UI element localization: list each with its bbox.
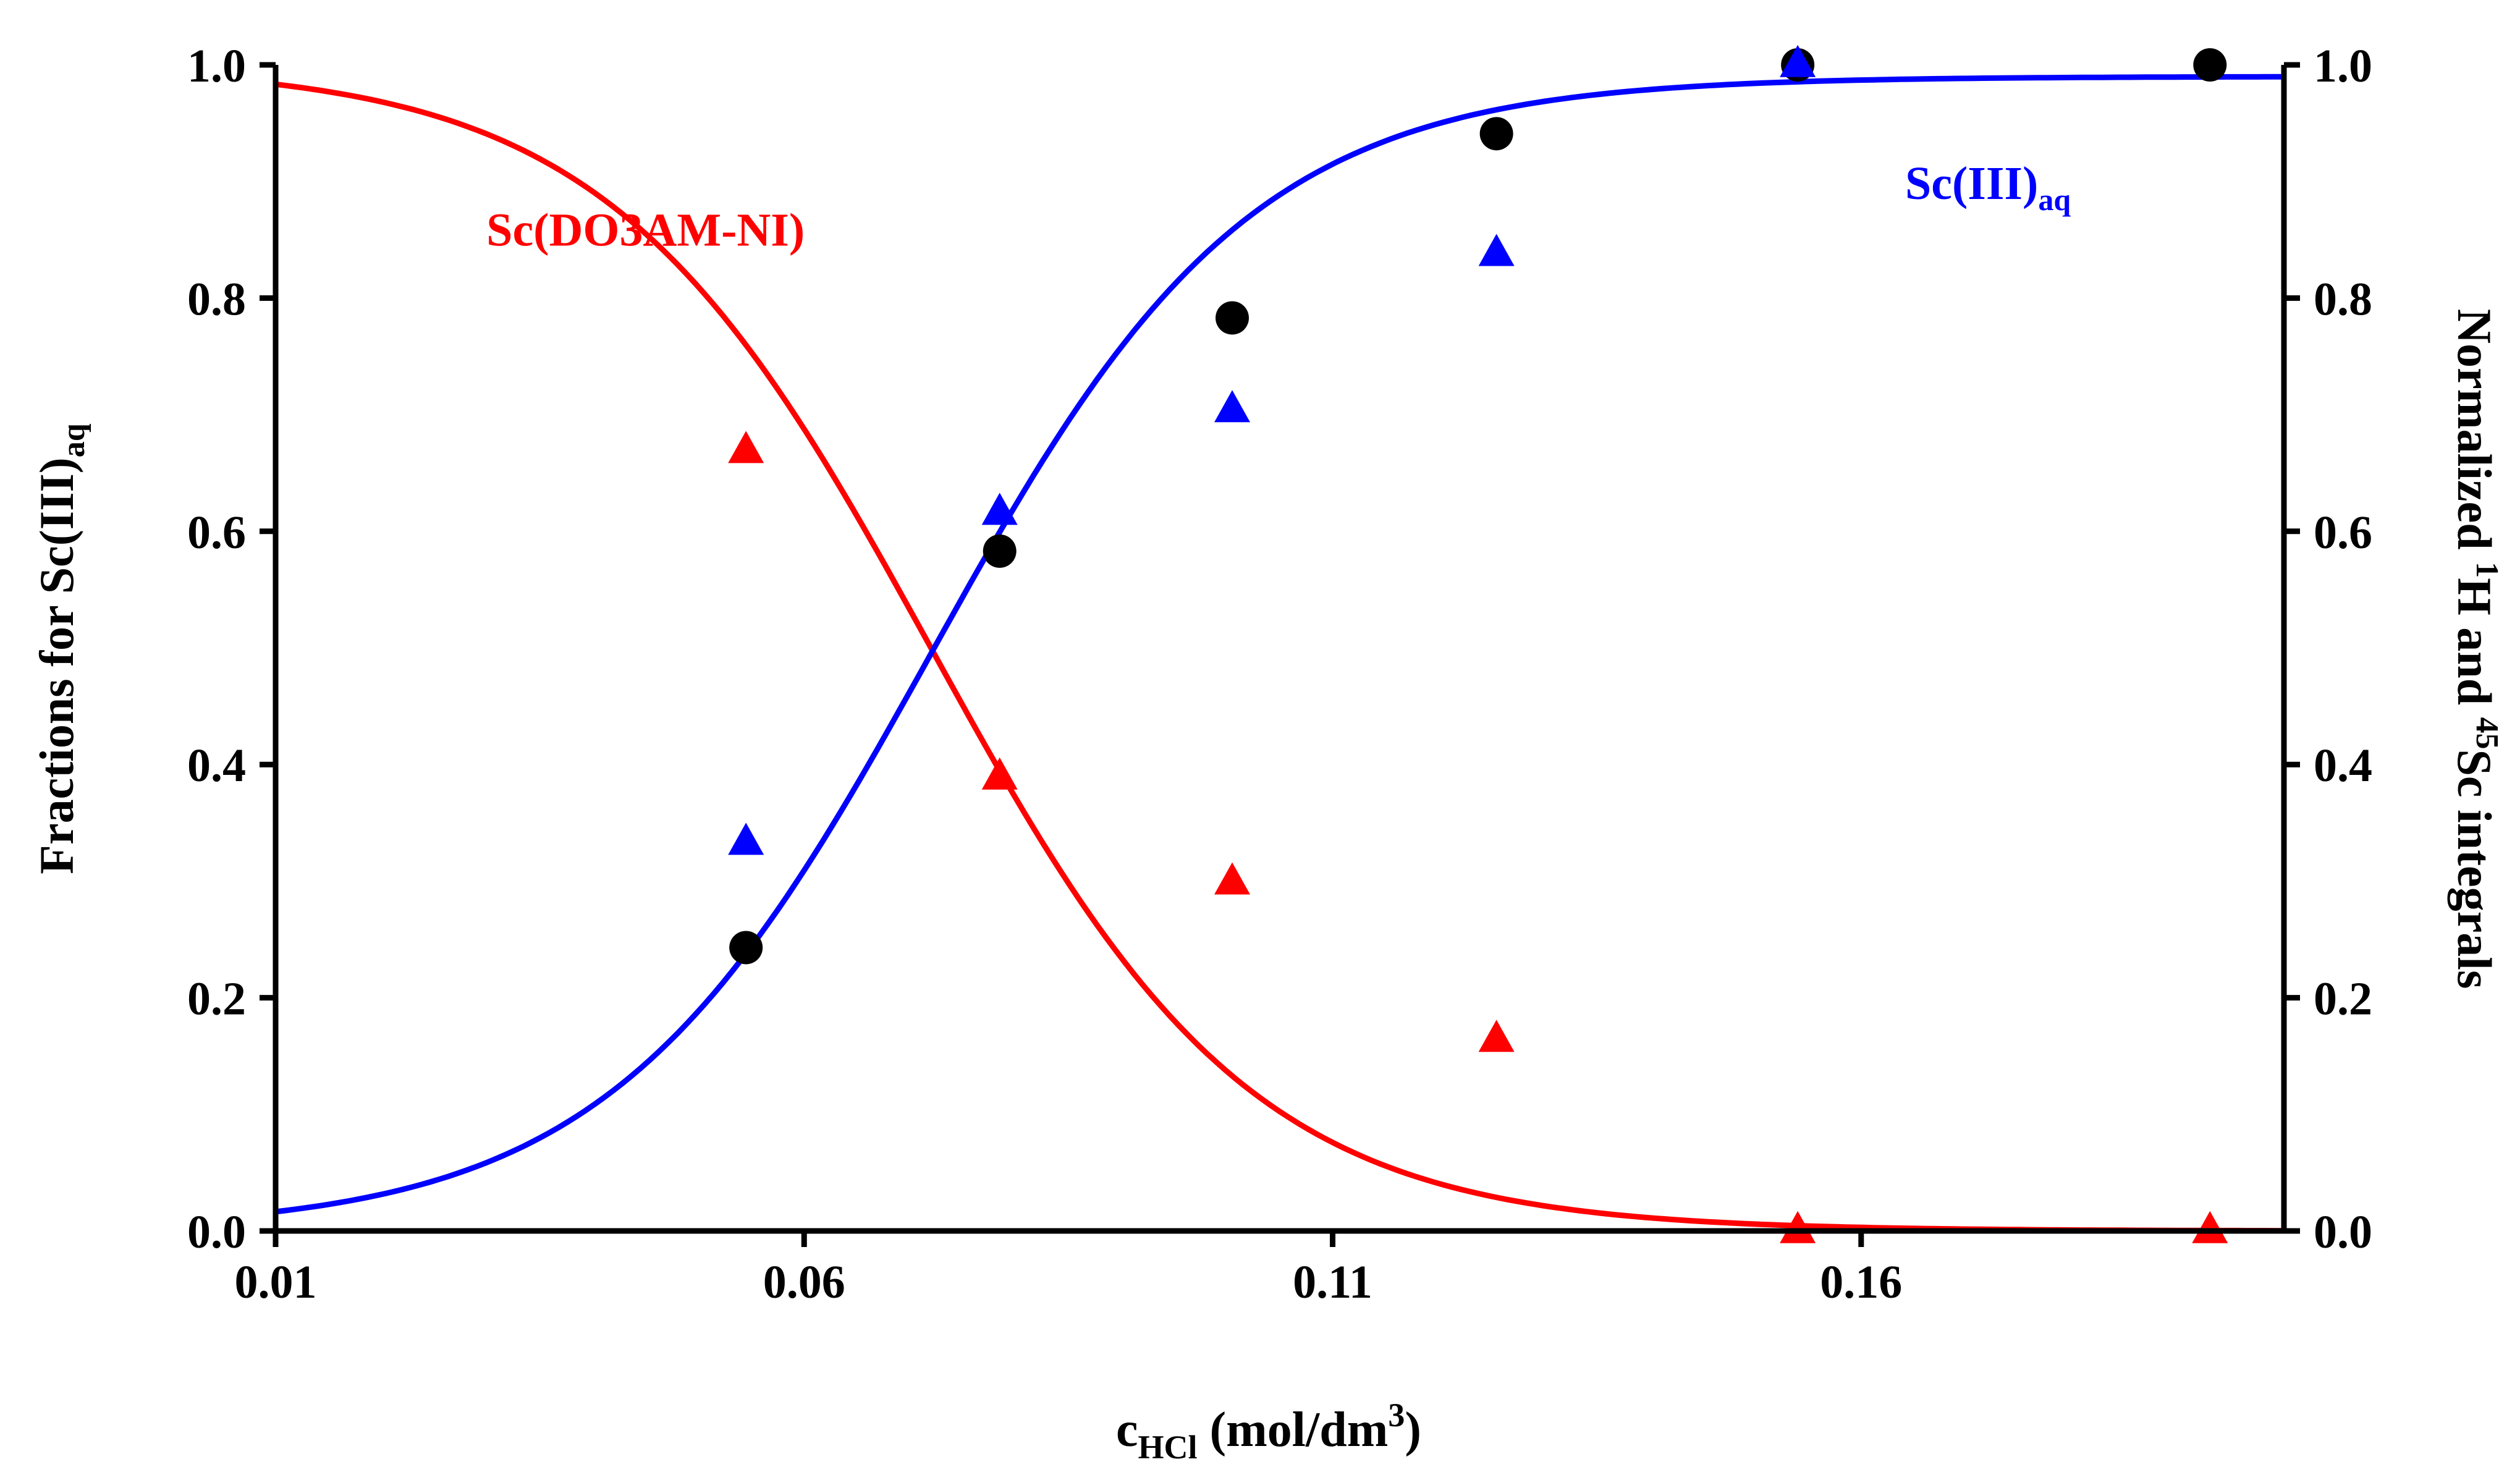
free-scandium-label-sub: aq	[2038, 182, 2071, 217]
data-point-triangle-red	[728, 431, 764, 463]
right-y-axis-title: Normalized 1H and 45Sc integrals	[2448, 309, 2505, 989]
free-scandium-label-main: Sc(III)	[1905, 158, 2038, 209]
data-point-triangle-blue	[1780, 44, 1816, 77]
data-point-circle	[729, 931, 763, 965]
complex-curve-label-text: Sc(DO3AM-NI)	[486, 204, 805, 256]
right-y-tick-label: 0.8	[2314, 273, 2372, 325]
data-point-triangle-blue	[728, 822, 764, 855]
labels: cHCl (mol/dm3) Fractions for Sc(III)aq N…	[30, 158, 2505, 1466]
left-y-axis-title-main: Fractions for Sc(III)	[30, 457, 83, 874]
data-point-triangle-red	[1214, 862, 1251, 895]
x-tick-label: 0.16	[1820, 1256, 1902, 1308]
data-markers	[728, 44, 2228, 1243]
x-axis-title-sub: HCl	[1138, 1429, 1197, 1466]
data-point-circle	[1216, 301, 1249, 335]
left-y-tick-label: 0.2	[187, 973, 246, 1025]
right-y-axis-title-c: Sc integrals	[2448, 750, 2501, 989]
right-y-axis-title-sup1: 1	[2469, 562, 2505, 578]
right-y-axis-title-sup2: 45	[2469, 717, 2505, 750]
right-y-axis-title-a: Normalized	[2448, 309, 2501, 562]
left-y-tick-label: 0.4	[187, 740, 246, 792]
complex-fit-curve	[275, 81, 2284, 1234]
data-point-triangle-blue	[1478, 234, 1515, 266]
right-y-tick-label: 1.0	[2314, 40, 2372, 92]
left-y-tick-label: 0.0	[187, 1206, 246, 1258]
right-y-axis-title-b: H and	[2448, 578, 2501, 717]
right-y-tick-label: 0.0	[2314, 1206, 2372, 1258]
data-point-triangle-red	[1478, 1020, 1515, 1052]
right-y-tick-label: 0.4	[2314, 740, 2372, 792]
x-tick-label: 0.11	[1293, 1256, 1372, 1308]
left-y-axis-title-sub: aq	[56, 423, 91, 457]
data-point-triangle-blue	[1214, 390, 1251, 423]
data-point-triangle-red	[1780, 1211, 1816, 1243]
left-y-tick-label: 0.6	[187, 507, 246, 559]
axes: 0.0 0.0 0.2 0.2 0.4 0.4 0.6 0.6 0.8 0.8 1.0 1.0 0.01…	[187, 40, 2372, 1308]
data-point-circle	[983, 534, 1017, 568]
x-tick-label: 0.06	[763, 1256, 845, 1308]
x-axis-title-rest: (mol/dm	[1198, 1403, 1389, 1457]
right-y-tick-label: 0.2	[2314, 973, 2372, 1025]
x-tick-label: 0.01	[235, 1256, 317, 1308]
data-point-triangle-blue	[981, 493, 1018, 525]
data-point-triangle-red	[981, 757, 1018, 790]
free-scandium-curve-label: Sc(III)aq	[1905, 158, 2071, 217]
complex-curve-label: Sc(DO3AM-NI)	[486, 204, 805, 256]
data-point-triangle-red	[2192, 1211, 2228, 1243]
data-point-circle	[1479, 117, 1513, 151]
left-y-tick-label: 0.8	[187, 273, 246, 325]
x-axis-title-sup: 3	[1388, 1397, 1405, 1434]
data-point-circle	[2193, 48, 2227, 82]
left-y-tick-label: 1.0	[187, 40, 246, 92]
x-axis-title-end: )	[1405, 1403, 1421, 1457]
x-axis-title: cHCl (mol/dm3)	[1116, 1397, 1421, 1466]
x-axis-title-main: c	[1116, 1403, 1138, 1457]
right-y-tick-label: 0.6	[2314, 507, 2372, 559]
free-scandium-fit-curve	[275, 74, 2284, 1215]
left-y-axis-title: Fractions for Sc(III)aq	[30, 423, 91, 874]
